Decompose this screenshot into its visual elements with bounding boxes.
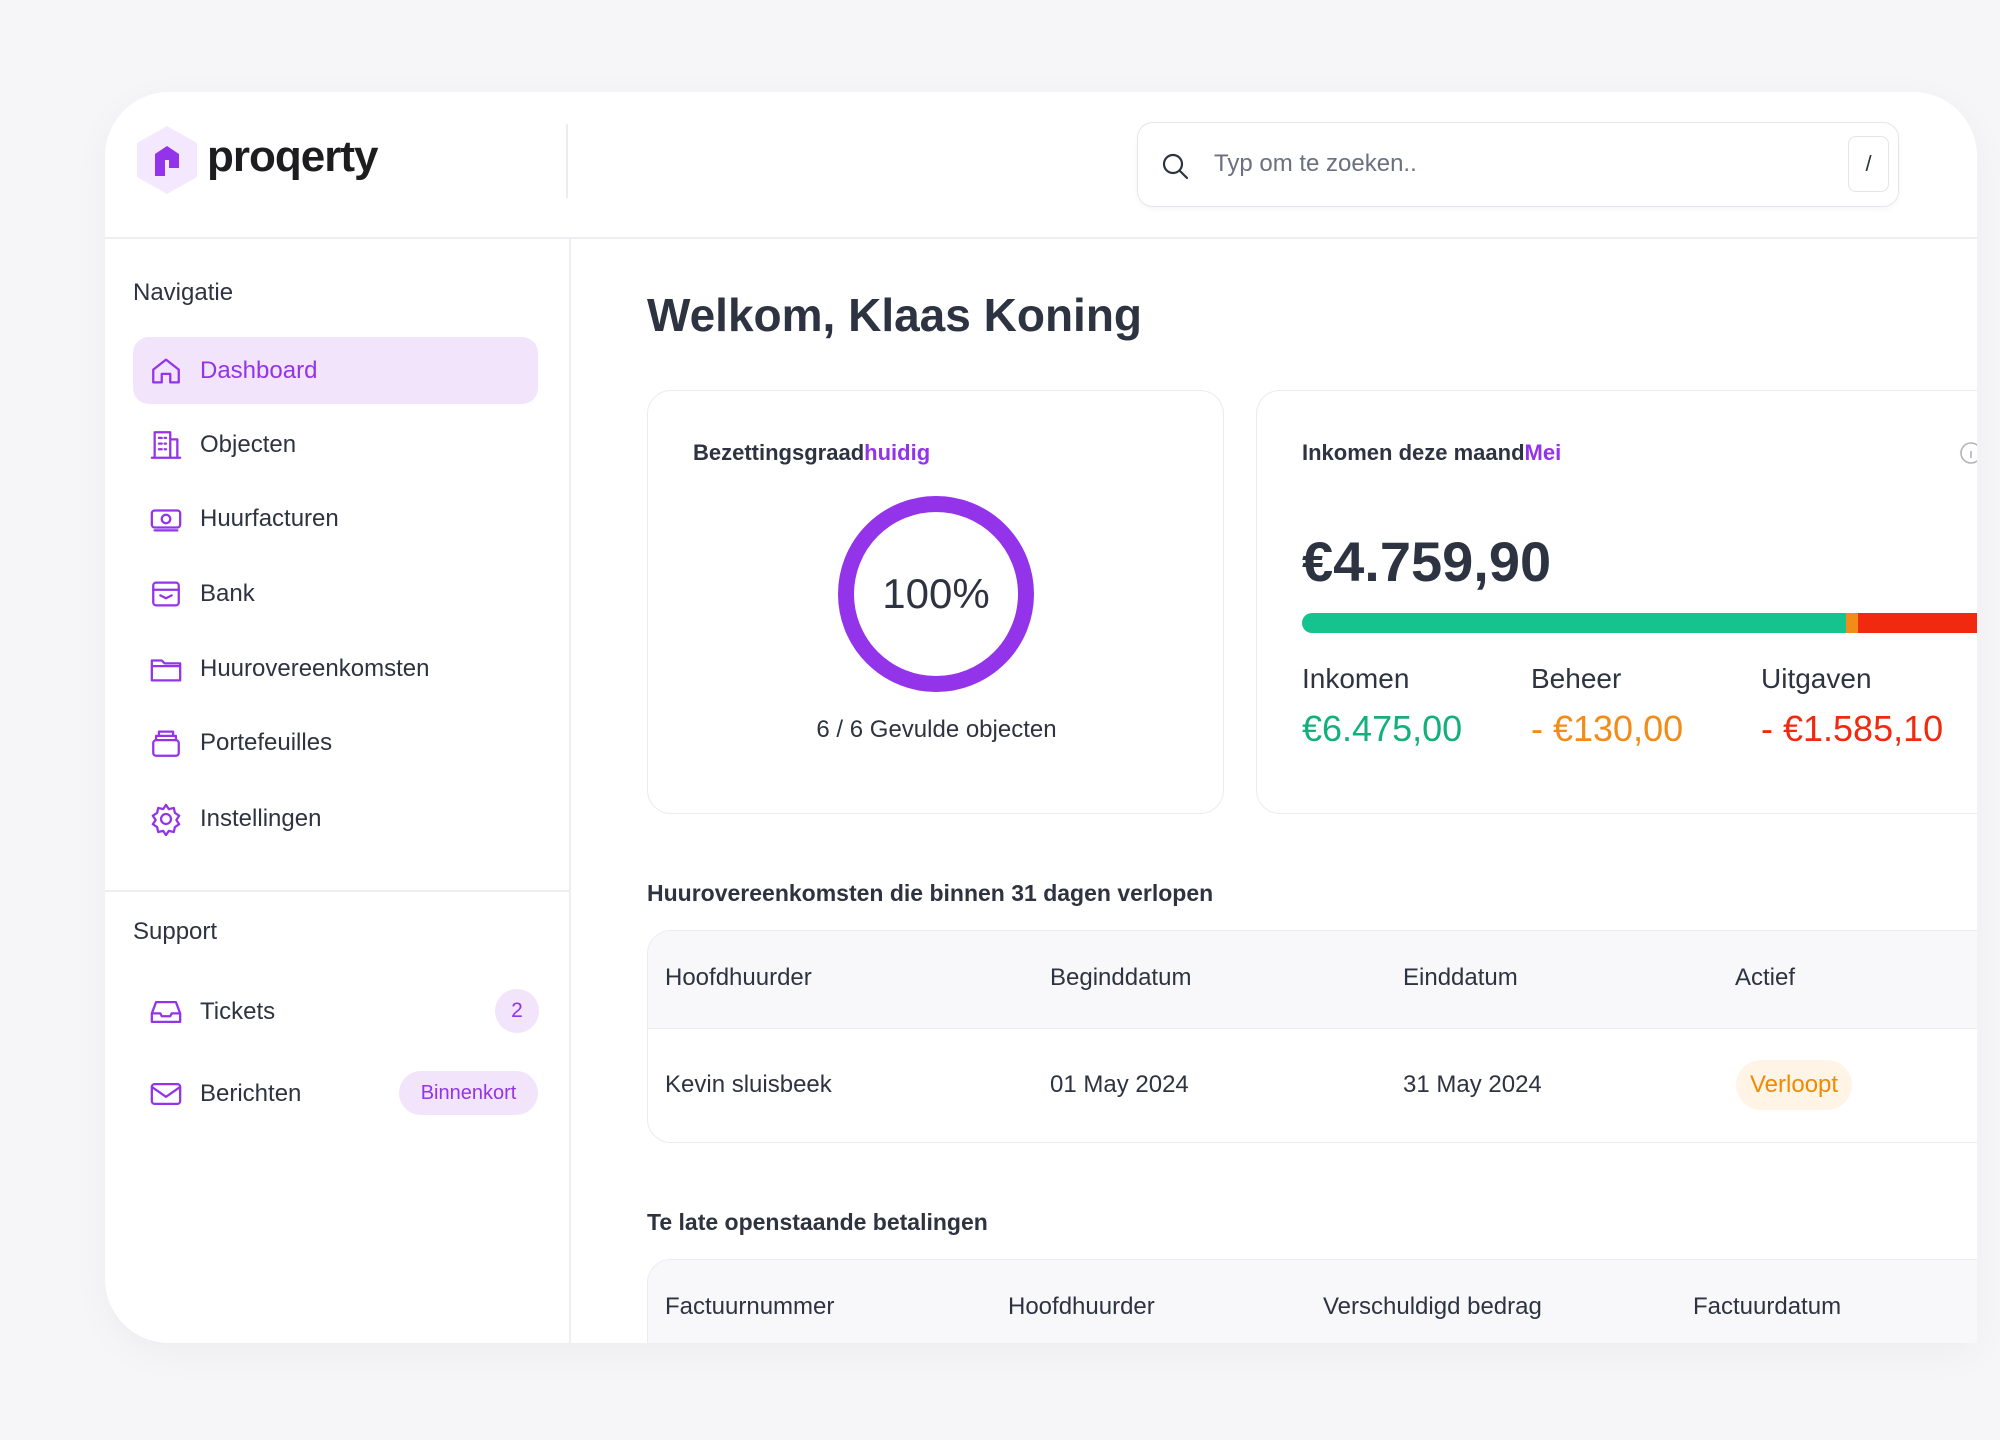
nav-icon — [150, 1000, 182, 1023]
greeting: Welkom, Klaas Koning — [647, 289, 1143, 341]
nav-icon — [150, 508, 182, 531]
column-header: Factuurdatum — [1693, 1293, 1842, 1320]
nav-icon — [152, 730, 180, 757]
logo-icon — [137, 126, 197, 194]
nav-icon — [150, 430, 182, 459]
breakdown-label: Beheer — [1531, 663, 1622, 694]
overdue-table: Factuurnummer Hoofdhuurder Verschuldigd … — [647, 1259, 1977, 1343]
search-placeholder: Typ om te zoeken.. — [1214, 150, 1417, 177]
nav-icon — [152, 581, 180, 606]
search-icon — [1162, 153, 1189, 180]
bar-expenses — [1858, 613, 1977, 633]
occupancy-caption: 6 / 6 Gevulde objecten — [816, 716, 1057, 743]
column-header: Hoofdhuurder — [1008, 1293, 1155, 1320]
card-title-highlight: Mei — [1524, 440, 1562, 465]
support-item[interactable]: Berichten Binnenkort — [133, 1060, 538, 1127]
nav-section-title: Navigatie — [133, 279, 234, 306]
search-shortcut: / — [1848, 136, 1889, 192]
nav-label: Huurovereenkomsten — [200, 654, 430, 682]
card-title-text: Bezettingsgraad — [693, 440, 865, 465]
card-title-text: Inkomen deze maand — [1302, 440, 1525, 465]
nav-icon — [150, 1082, 182, 1105]
nav-label: Dashboard — [200, 356, 318, 384]
nav-item-active[interactable]: Dashboard — [133, 337, 538, 404]
nav-item[interactable]: Portefeuilles — [133, 709, 538, 776]
nav-label: Bank — [200, 579, 255, 607]
info-icon[interactable] — [1959, 441, 1977, 465]
breakdown-amount: - €130,00 — [1531, 708, 1684, 749]
table-cell: 31 May 2024 — [1403, 1071, 1542, 1098]
occupancy-card: Bezettingsgraad huidig 100% 6 / 6 Gevuld… — [647, 390, 1224, 814]
income-total: €4.759,90 — [1302, 529, 1552, 593]
search-box[interactable]: Typ om te zoeken.. / — [1137, 122, 1899, 207]
breakdown-label: Inkomen — [1302, 663, 1410, 694]
badge: 2 — [495, 989, 539, 1033]
income-card: Inkomen deze maand Mei €4.759,90 Inkomen… — [1256, 390, 1977, 814]
nav-label: Portefeuilles — [200, 728, 333, 756]
bar-management — [1846, 613, 1858, 633]
table-cell: Kevin sluisbeek — [665, 1071, 832, 1098]
bar-income — [1302, 613, 1846, 633]
nav-icon — [150, 658, 182, 681]
app-window: proqerty Typ om te zoeken.. / Navigatie … — [105, 92, 1977, 1343]
column-header: Beginddatum — [1050, 964, 1192, 991]
table-header — [648, 931, 1977, 1029]
breakdown-amount: €6.475,00 — [1302, 708, 1463, 749]
nav-label: Instellingen — [200, 804, 322, 832]
income-bar — [1302, 613, 1977, 633]
card-title: Bezettingsgraad huidig — [693, 437, 930, 469]
support-section-title: Support — [133, 918, 218, 945]
breakdown-label: Uitgaven — [1761, 663, 1872, 694]
card-title: Inkomen deze maand Mei — [1302, 437, 1561, 469]
nav-label: Berichten — [200, 1079, 302, 1107]
nav-item[interactable]: Objecten — [133, 411, 538, 478]
nav-item[interactable]: Instellingen — [133, 785, 538, 852]
nav-label: Objecten — [200, 430, 297, 458]
nav-icon — [152, 358, 180, 383]
nav-item[interactable]: Huurovereenkomsten — [133, 635, 538, 702]
nav-item[interactable]: Huurfacturen — [133, 485, 538, 552]
column-header: Hoofdhuurder — [665, 964, 812, 991]
section-title: Huurovereenkomsten die binnen 31 dagen v… — [647, 879, 1214, 906]
nav-label: Tickets — [200, 997, 276, 1025]
logo-text[interactable]: proqerty — [207, 132, 378, 181]
column-header: Verschuldigd bedrag — [1323, 1293, 1542, 1320]
column-header: Einddatum — [1403, 964, 1518, 991]
nav-icon — [151, 803, 181, 836]
column-header: Actief — [1735, 964, 1796, 991]
occupancy-value: 100% — [882, 570, 990, 617]
sidebar-divider — [105, 890, 569, 892]
header-divider — [566, 124, 568, 198]
sidebar-border — [569, 238, 571, 1343]
breakdown-amount: - €1.585,10 — [1761, 708, 1944, 749]
nav-label: Huurfacturen — [200, 504, 339, 532]
status-badge: Verloopt — [1736, 1060, 1853, 1110]
column-header: Factuurnummer — [665, 1293, 835, 1320]
nav-item[interactable]: Bank — [133, 560, 538, 627]
badge: Binnenkort — [399, 1071, 538, 1115]
expiring-table: Hoofdhuurder Beginddatum Einddatum Actie… — [647, 930, 1977, 1143]
occupancy-ring — [838, 496, 1034, 692]
table-cell: 01 May 2024 — [1050, 1071, 1189, 1098]
header-border — [105, 237, 1977, 239]
card-title-highlight: huidig — [864, 440, 931, 465]
support-item[interactable]: Tickets 2 — [133, 978, 539, 1045]
section-title: Te late openstaande betalingen — [647, 1208, 988, 1235]
table-header — [648, 1260, 1977, 1343]
